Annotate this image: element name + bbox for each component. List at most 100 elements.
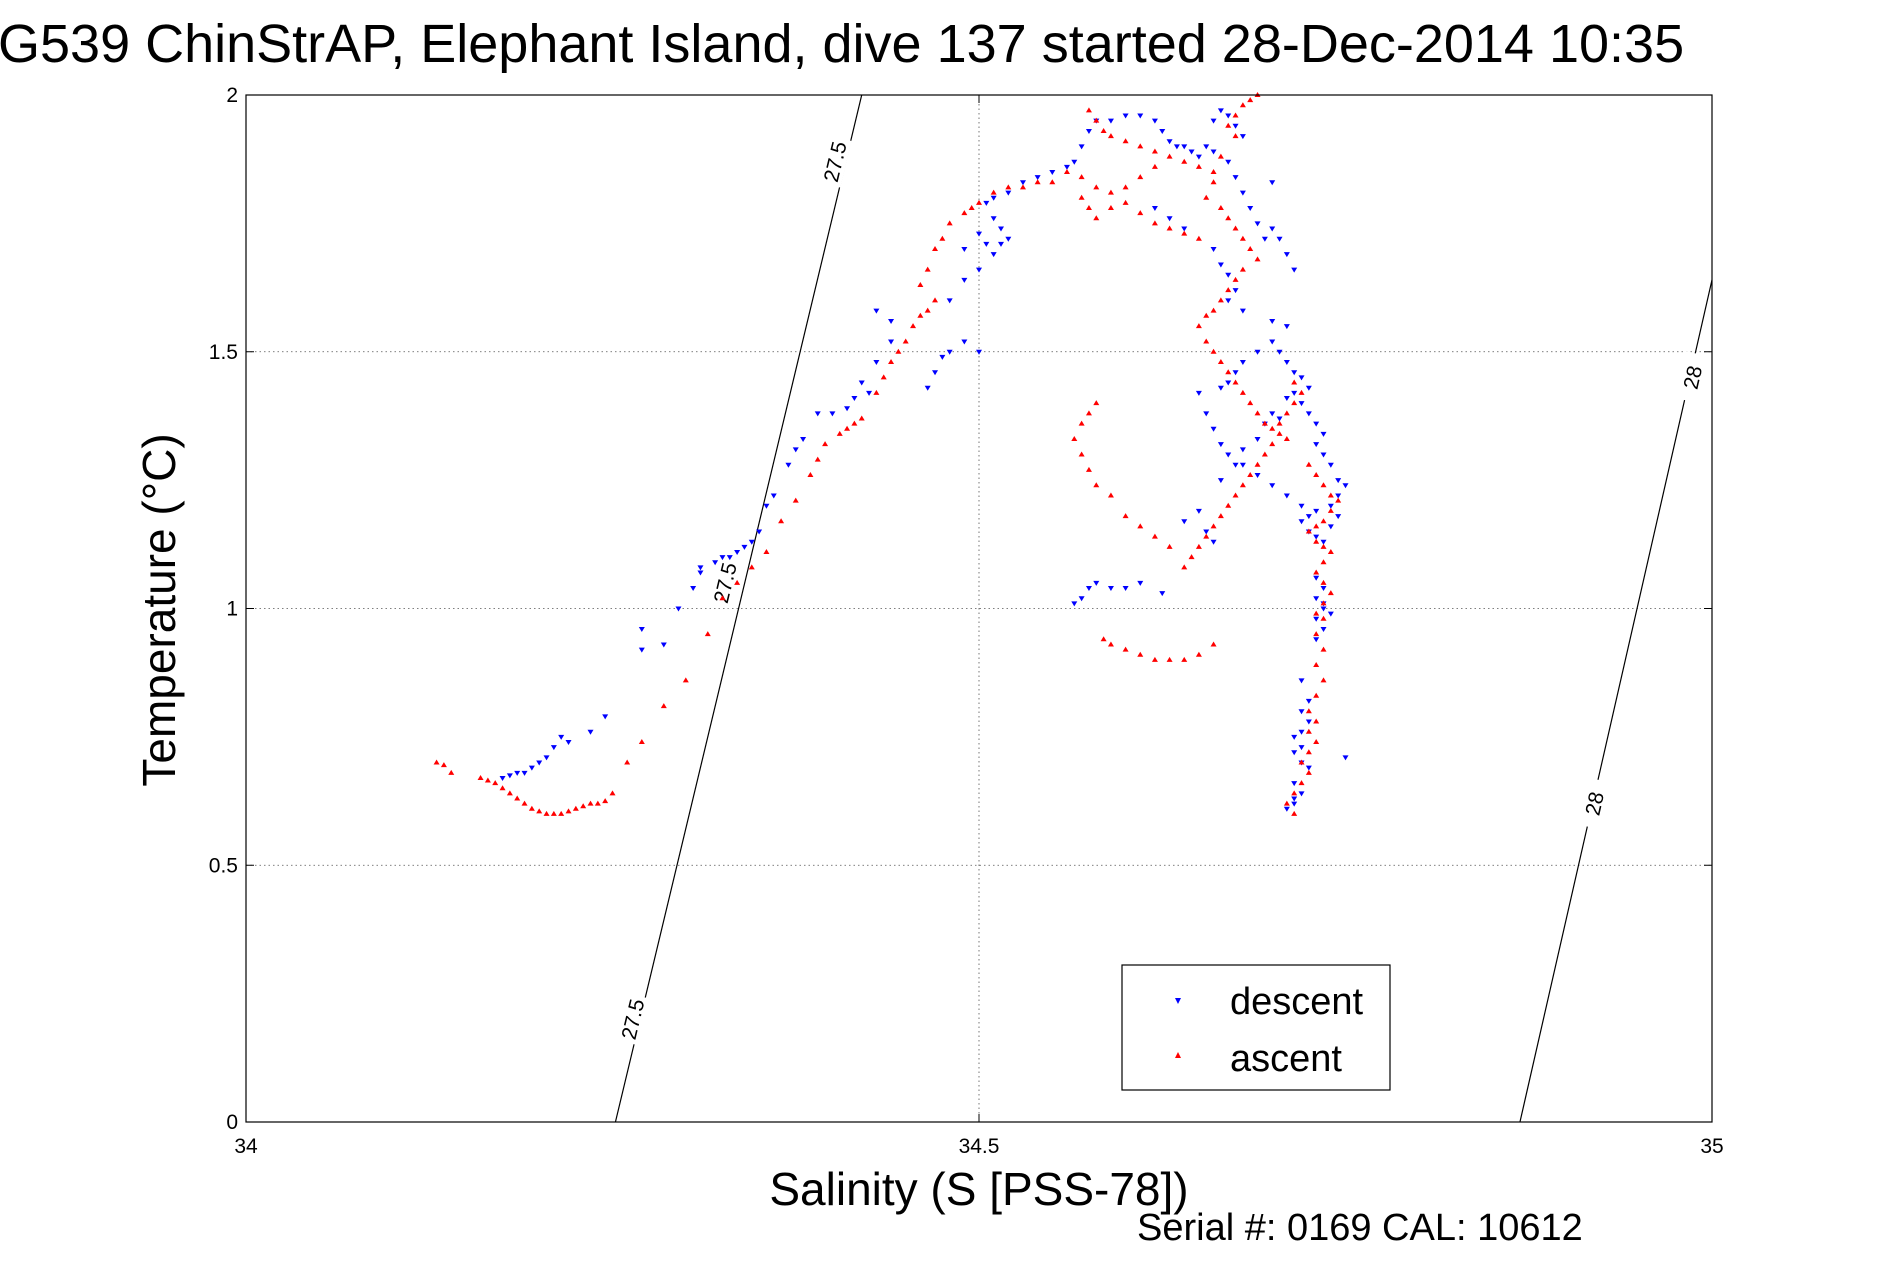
descent-point [1217, 478, 1224, 484]
descent-point [983, 200, 990, 206]
descent-point [1188, 149, 1195, 155]
descent-point [1166, 216, 1173, 222]
density-contour-line [1519, 279, 1713, 1123]
ascent-point [1320, 600, 1327, 606]
descent-point [1078, 596, 1085, 602]
ascent-point [1137, 143, 1144, 149]
ascent-point [1122, 513, 1129, 519]
descent-point [1305, 514, 1312, 520]
descent-point [1239, 462, 1246, 468]
ascent-point [1313, 661, 1320, 667]
ascent-point [1291, 379, 1298, 385]
ascent-point [1100, 636, 1107, 642]
descent-point [1232, 288, 1239, 294]
descent-point [1217, 442, 1224, 448]
ascent-point [1195, 163, 1202, 169]
descent-point [976, 349, 982, 355]
ascent-point [1305, 708, 1312, 714]
descent-point [1327, 524, 1334, 530]
descent-point [1210, 149, 1217, 155]
descent-point [1210, 539, 1217, 545]
ascent-point [1195, 543, 1202, 549]
contour-label: 28 [1581, 790, 1609, 818]
ascent-point [1313, 718, 1320, 724]
ascent-point [858, 415, 865, 421]
ascent-point [1305, 769, 1312, 775]
descent-point [1217, 108, 1224, 114]
contour-label-bg [1576, 777, 1611, 830]
descent-point [1254, 221, 1261, 227]
descent-point [1305, 698, 1312, 704]
descent-point [1269, 483, 1276, 489]
ascent-point [939, 235, 946, 241]
descent-point [1283, 324, 1290, 330]
x-axis-label: Salinity (S [PSS-78]) [769, 1163, 1188, 1215]
contour-label-bg [1674, 351, 1710, 404]
descent-point [1313, 508, 1320, 514]
ascent-point [1335, 497, 1342, 503]
descent-point [814, 411, 821, 417]
ascent-point [484, 777, 491, 783]
ascent-point [1320, 518, 1327, 524]
ascent-point [1203, 194, 1210, 200]
descent-point [550, 745, 557, 751]
ascent-point [1085, 466, 1092, 472]
descent-point [800, 437, 807, 443]
descent-point [829, 411, 836, 417]
ascent-point [1298, 780, 1305, 786]
legend-descent-marker [1175, 998, 1181, 1004]
ascent-point [807, 471, 814, 477]
descent-point [1173, 144, 1180, 150]
descent-point [873, 308, 880, 314]
ascent-point [1217, 359, 1224, 365]
descent-point [1210, 247, 1217, 253]
ascent-point [514, 795, 521, 801]
descent-point [1225, 298, 1232, 304]
ascent-point [1093, 400, 1100, 406]
ascent-point [1239, 389, 1246, 395]
descent-point [1005, 190, 1012, 196]
descent-point [946, 298, 953, 304]
ascent-point [1137, 210, 1144, 216]
ascent-point [1217, 153, 1224, 159]
descent-point [1298, 401, 1305, 407]
ascent-point [1122, 138, 1129, 144]
descent-point [1107, 585, 1114, 591]
descent-point [734, 550, 741, 556]
ascent-point [1151, 656, 1158, 662]
descent-point [1305, 719, 1312, 725]
descent-point [1159, 591, 1166, 597]
descent-point [1291, 750, 1298, 756]
descent-point [983, 241, 990, 247]
descent-point [1342, 483, 1349, 489]
ascent-point [1107, 204, 1114, 210]
ascent-point [1210, 307, 1217, 313]
descent-point [976, 231, 982, 237]
ascent-point [1166, 225, 1173, 231]
ascent-point [1203, 338, 1210, 344]
ascent-point [1247, 97, 1254, 103]
descent-point [741, 544, 748, 550]
descent-point [1203, 529, 1210, 535]
ascent-point [1327, 507, 1334, 513]
descent-point [521, 770, 528, 776]
descent-point [1320, 452, 1327, 458]
ascent-point [1283, 410, 1290, 416]
ascent-point [895, 348, 902, 354]
ascent-point [961, 210, 968, 216]
ascent-point [880, 374, 887, 380]
ascent-point [1107, 189, 1114, 195]
ascent-point [1320, 646, 1327, 652]
ascent-point [1005, 184, 1012, 190]
ascent-point [1151, 148, 1158, 154]
descent-point [536, 760, 543, 766]
ascent-point [792, 497, 799, 503]
descent-point [748, 539, 755, 545]
descent-point [1210, 118, 1217, 124]
descent-point [1232, 462, 1239, 468]
descent-point [1034, 175, 1041, 181]
descent-point [1005, 236, 1012, 242]
ascent-point [499, 785, 506, 791]
descent-point [1232, 123, 1239, 129]
